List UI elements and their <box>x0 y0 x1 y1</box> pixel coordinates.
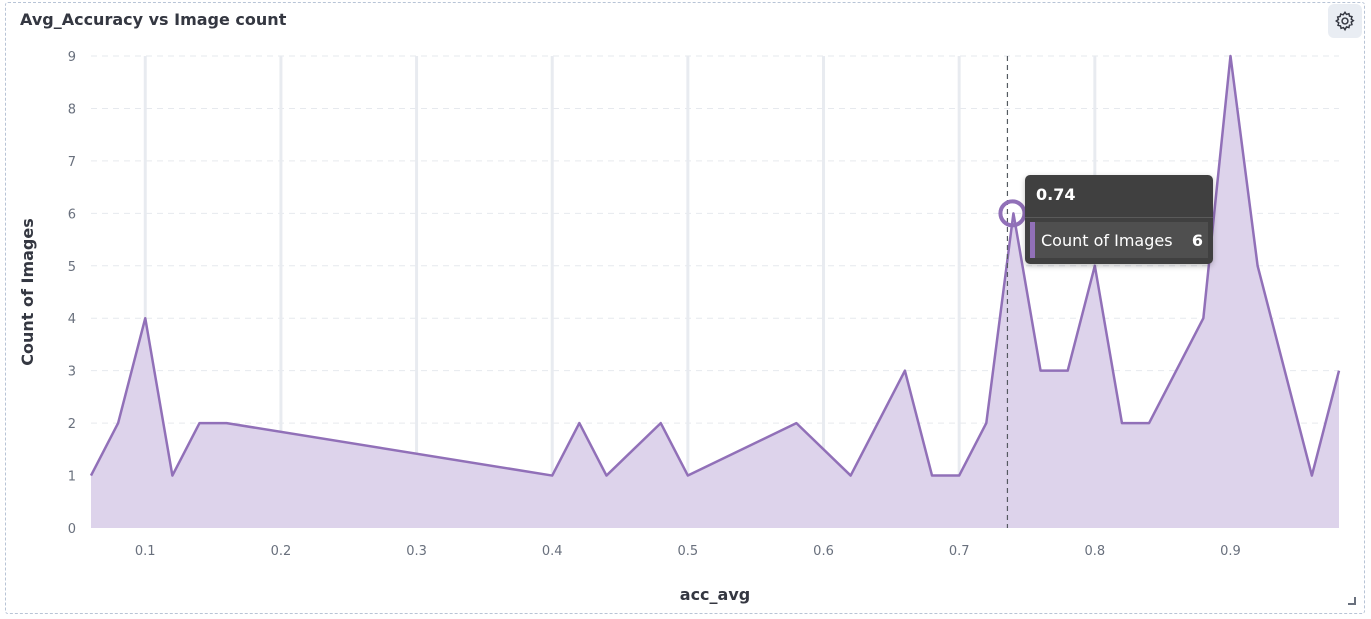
highlight-point <box>998 199 1027 228</box>
x-tick-label: 0.7 <box>949 544 970 559</box>
crosshair <box>998 56 1027 528</box>
series-area <box>89 54 1341 528</box>
y-tick-label: 8 <box>68 102 76 117</box>
series-line <box>89 54 1341 477</box>
x-tick-label: 0.4 <box>542 544 563 559</box>
y-tick-label: 9 <box>68 50 76 65</box>
y-axis-title: Count of Images <box>18 218 37 366</box>
y-axis-ticks: 0 1 2 3 4 5 6 7 8 9 <box>68 50 76 537</box>
y-tick-label: 0 <box>68 522 76 537</box>
tooltip-divider <box>1025 217 1213 218</box>
panel-resize-handle[interactable] <box>1348 597 1356 605</box>
tooltip-x-value: 0.74 <box>1036 185 1076 204</box>
tooltip-series-value: 6 <box>1191 230 1203 250</box>
x-tick-label: 0.2 <box>271 544 292 559</box>
panel-title: Avg_Accuracy vs Image count <box>20 10 287 29</box>
y-tick-label: 7 <box>68 155 76 170</box>
panel-settings-button[interactable] <box>1328 4 1362 38</box>
y-tick-label: 4 <box>68 312 76 327</box>
x-axis-ticks: 0.1 0.2 0.3 0.4 0.5 0.6 0.7 0.8 0.9 <box>135 544 1241 559</box>
gear-icon <box>1335 11 1355 32</box>
x-tick-label: 0.9 <box>1220 544 1241 559</box>
y-tick-label: 5 <box>68 260 76 275</box>
x-tick-label: 0.5 <box>678 544 699 559</box>
x-tick-label: 0.6 <box>813 544 834 559</box>
y-tick-label: 2 <box>68 417 76 432</box>
y-tick-label: 1 <box>68 470 76 485</box>
tooltip-series-label: Count of Images <box>1041 230 1173 250</box>
x-tick-label: 0.8 <box>1084 544 1105 559</box>
tooltip-series-row: Count of Images 6 <box>1030 222 1208 258</box>
y-tick-label: 3 <box>68 365 76 380</box>
x-tick-label: 0.3 <box>406 544 427 559</box>
y-tick-label: 6 <box>68 207 76 222</box>
chart-tooltip: 0.74 Count of Images 6 <box>1025 175 1213 264</box>
x-tick-label: 0.1 <box>135 544 156 559</box>
area-fill <box>91 56 1339 528</box>
x-axis-title: acc_avg <box>680 585 750 604</box>
